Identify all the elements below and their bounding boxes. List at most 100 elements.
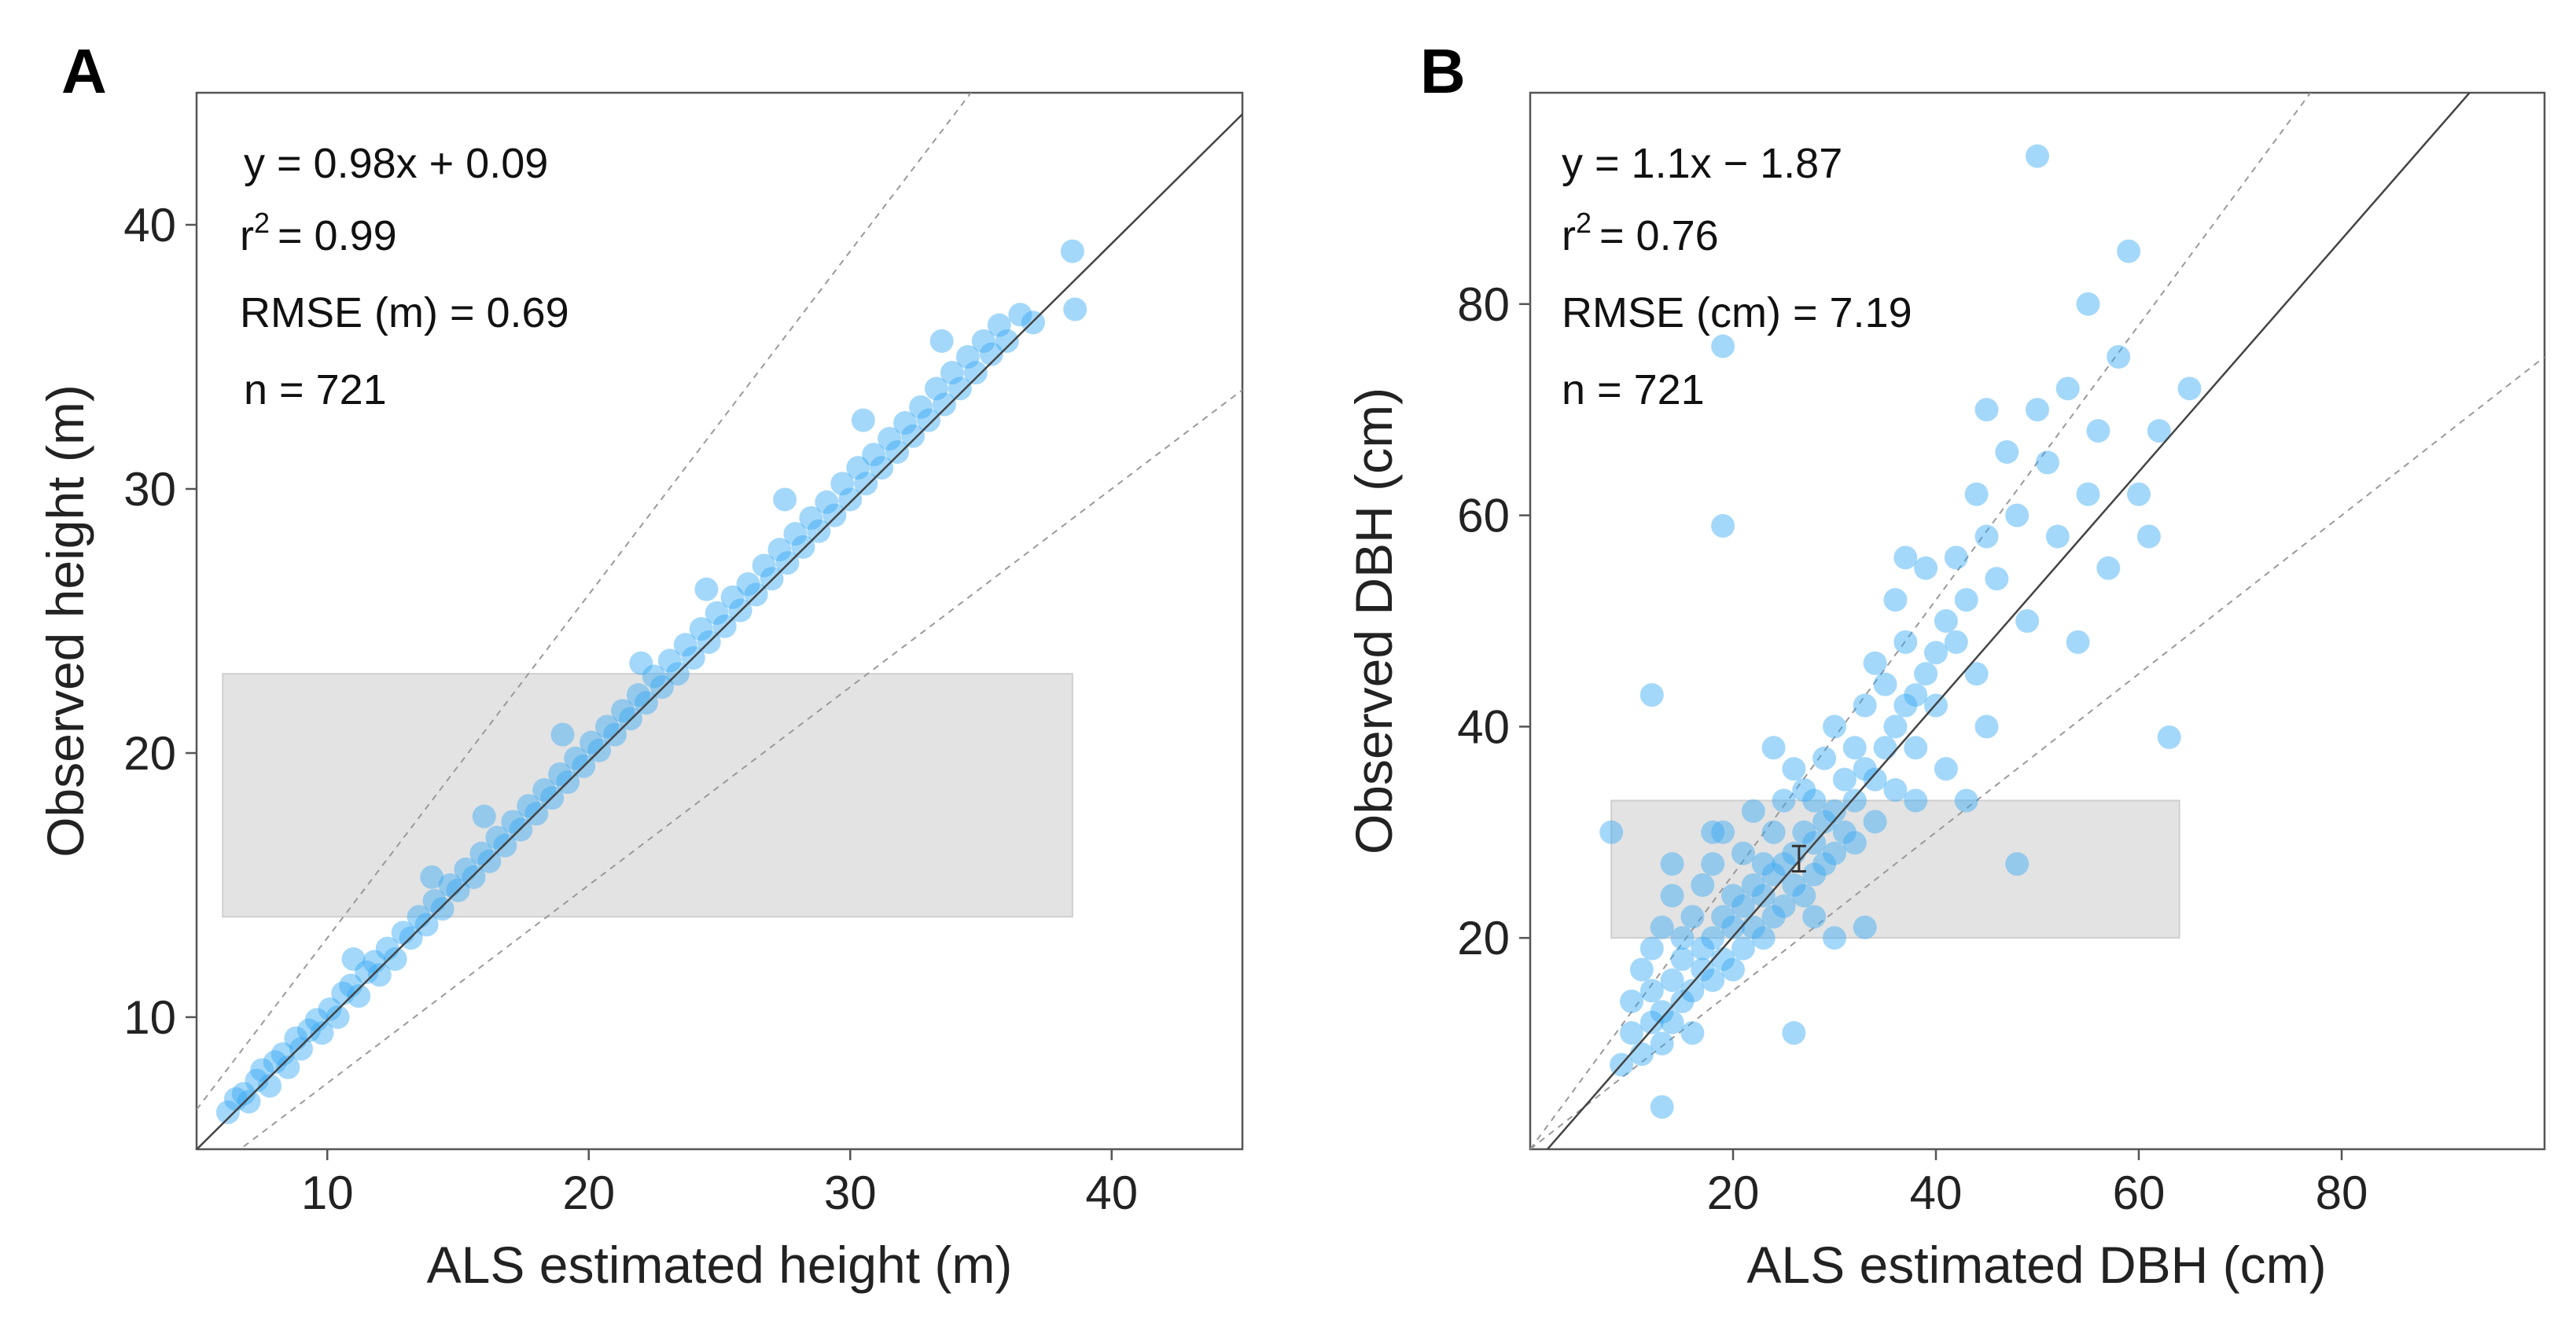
data-point <box>1842 831 1867 855</box>
data-point <box>1802 788 1827 813</box>
data-point <box>1741 799 1765 823</box>
data-point <box>1802 905 1827 929</box>
r2-value-a: = 0.99 <box>278 212 397 259</box>
error-bar-b <box>1791 844 1806 873</box>
data-point <box>258 1074 282 1098</box>
y-tick-label: 40 <box>1457 700 1510 753</box>
x-tick-label: 10 <box>301 1167 354 1219</box>
data-point <box>2107 345 2131 369</box>
data-point <box>1751 884 1776 908</box>
data-point <box>1063 297 1087 321</box>
data-point <box>995 329 1019 353</box>
r2-base-b: r <box>1562 212 1576 259</box>
data-point <box>720 585 745 609</box>
data-point <box>657 648 682 673</box>
data-point <box>2136 524 2161 549</box>
data-point <box>1660 852 1684 876</box>
panel-b: B 20 40 60 80 20 40 60 80 y = 1.1x − 1.87 r2 = … <box>1345 36 2546 1294</box>
data-point <box>383 947 407 972</box>
data-point <box>1812 746 1837 770</box>
data-point <box>1782 873 1806 897</box>
data-point <box>2005 852 2030 876</box>
r2-b: r2 = 0.76 <box>1562 207 1719 259</box>
data-point <box>430 897 454 921</box>
n-count-b: n = 721 <box>1562 366 1705 413</box>
data-point <box>1701 852 1725 876</box>
y-ticks-a: 10 20 30 40 <box>123 199 197 1044</box>
y-tick-label: 60 <box>1457 490 1510 542</box>
data-point <box>1995 439 2019 464</box>
data-point <box>501 810 525 834</box>
data-point <box>1772 852 1796 876</box>
data-point <box>1701 820 1725 844</box>
data-point <box>1842 788 1867 813</box>
data-point <box>2076 482 2100 506</box>
data-point <box>1731 841 1755 865</box>
equation-b: y = 1.1x − 1.87 <box>1562 140 1842 187</box>
data-point <box>2147 419 2171 443</box>
data-point <box>355 960 379 984</box>
data-point <box>1954 588 1978 612</box>
data-point <box>2127 482 2151 506</box>
data-point <box>289 1037 313 1061</box>
data-point <box>1792 778 1816 803</box>
data-point <box>1670 947 1695 972</box>
data-point <box>580 730 604 755</box>
data-point <box>231 1082 256 1106</box>
data-point <box>270 1042 295 1067</box>
data-point <box>1842 736 1867 760</box>
data-point <box>799 505 823 530</box>
data-point <box>932 392 956 417</box>
data-point <box>1904 683 1928 707</box>
data-point <box>1782 757 1806 781</box>
data-point <box>893 411 918 435</box>
equation-a: y = 0.98x + 0.09 <box>244 140 548 187</box>
x-tick-label: 40 <box>1910 1167 1963 1219</box>
data-point <box>414 913 439 937</box>
data-point <box>773 487 797 512</box>
data-point <box>1812 852 1837 876</box>
data-point <box>1670 926 1695 950</box>
data-point <box>1660 968 1684 992</box>
data-point <box>2005 503 2030 527</box>
reference-line-lower-b <box>1530 356 2545 1149</box>
data-point <box>1761 862 1786 887</box>
data-point <box>310 1021 334 1045</box>
data-point <box>2045 524 2070 549</box>
data-point <box>1761 736 1786 760</box>
data-point <box>1883 715 1908 739</box>
data-point <box>1772 894 1796 918</box>
data-point <box>1650 915 1674 939</box>
x-tick-label: 20 <box>1707 1167 1760 1219</box>
data-point <box>1731 894 1755 918</box>
y-tick-label: 80 <box>1457 278 1510 331</box>
x-axis-title-b: ALS estimated DBH (cm) <box>1746 1236 2326 1294</box>
data-point <box>862 443 886 467</box>
data-point <box>909 395 933 419</box>
data-point <box>215 1100 240 1124</box>
data-point <box>1008 303 1032 327</box>
data-point <box>979 342 1003 366</box>
x-ticks-a: 10 20 30 40 <box>301 1149 1138 1219</box>
data-point <box>878 427 902 451</box>
x-tick-label: 60 <box>2113 1167 2166 1219</box>
panel-label-b: B <box>1420 36 1466 106</box>
data-point <box>2015 609 2040 633</box>
data-point <box>1853 693 1877 718</box>
data-point <box>1639 683 1664 707</box>
x-axis-title-a: ALS estimated height (m) <box>427 1236 1013 1294</box>
data-point <box>807 519 831 543</box>
data-point <box>650 675 674 699</box>
data-point <box>263 1050 287 1075</box>
data-point <box>237 1089 261 1114</box>
data-point <box>564 746 588 770</box>
r2-a: r2 = 0.99 <box>240 207 397 259</box>
data-point <box>1823 715 1846 739</box>
data-point <box>689 617 713 641</box>
data-point <box>2076 292 2100 316</box>
data-point <box>1934 757 1958 781</box>
data-point <box>367 963 392 987</box>
data-point <box>1792 884 1816 908</box>
data-point <box>1883 588 1908 612</box>
n-count-a: n = 721 <box>244 366 387 413</box>
